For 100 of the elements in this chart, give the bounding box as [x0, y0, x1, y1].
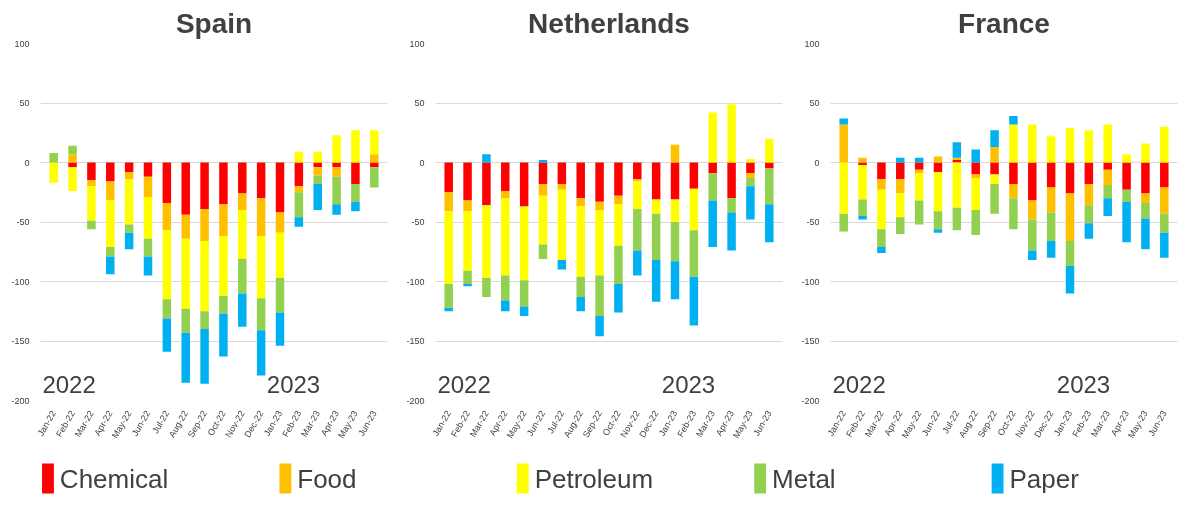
bar: [1009, 162, 1018, 184]
bar: [1103, 124, 1112, 163]
bar: [651, 260, 661, 302]
bar: [463, 211, 472, 271]
bar: [708, 173, 717, 201]
bar: [143, 176, 153, 198]
bar: [933, 211, 943, 230]
bar: [651, 199, 661, 214]
bar: [332, 167, 341, 177]
bar: [1046, 162, 1056, 188]
bar: [990, 130, 999, 148]
bar: [351, 183, 360, 202]
bar: [1160, 187, 1169, 214]
bar: [313, 151, 322, 163]
bar: [256, 330, 266, 376]
bar: [1028, 200, 1037, 220]
bar: [1046, 212, 1056, 242]
bar: [1009, 183, 1018, 199]
legend-label: Metal: [772, 463, 836, 494]
bar: [633, 179, 642, 182]
bar: [143, 256, 153, 276]
bar: [1122, 162, 1131, 190]
annotation: 2022: [437, 371, 491, 399]
bar: [595, 316, 604, 337]
bar: [633, 250, 642, 276]
bar: [896, 162, 905, 180]
bar: [1028, 124, 1037, 163]
bar: [877, 246, 886, 253]
bar: [1028, 250, 1037, 261]
bar: [914, 200, 924, 225]
bar: [332, 162, 341, 168]
bar: [200, 241, 209, 312]
y-tick-label: -50: [411, 217, 425, 227]
bar: [200, 162, 209, 209]
bar: [444, 283, 453, 308]
bar: [990, 174, 999, 184]
bar: [1065, 266, 1075, 294]
bar: [746, 162, 755, 174]
bar: [219, 162, 228, 205]
bar: [746, 186, 755, 220]
bar: [1103, 198, 1112, 217]
bar: [463, 283, 472, 287]
bar: [595, 210, 604, 276]
bar: [181, 332, 190, 383]
legend-label: Food: [297, 463, 357, 494]
chart-title: Netherlands: [528, 7, 690, 39]
bar: [181, 308, 190, 333]
bar: [124, 232, 134, 250]
legend-label: Chemical: [59, 463, 169, 494]
bar: [49, 162, 58, 183]
bar: [952, 142, 962, 158]
bar: [87, 180, 96, 187]
annotation: 2023: [661, 371, 716, 399]
bar: [501, 300, 510, 312]
y-tick-label: -200: [11, 395, 30, 406]
bar: [444, 307, 453, 312]
bar: [444, 211, 453, 284]
bar: [971, 174, 980, 178]
bar: [1141, 143, 1150, 163]
bar: [1160, 232, 1169, 258]
bar: [614, 195, 623, 205]
bar: [1028, 162, 1037, 201]
bar: [162, 318, 172, 352]
bar: [181, 214, 190, 239]
bar: [181, 162, 190, 215]
bar: [162, 162, 172, 203]
bar: [238, 293, 247, 327]
bar: [332, 204, 341, 215]
bar: [219, 204, 228, 237]
bar: [576, 296, 585, 312]
bar: [313, 183, 322, 211]
bar: [839, 162, 848, 214]
bar: [313, 175, 322, 184]
bar: [557, 260, 567, 270]
bar: [275, 232, 285, 278]
bar: [614, 283, 623, 313]
bar: [68, 167, 77, 192]
bar: [87, 162, 96, 181]
bar: [482, 277, 491, 297]
bar: [538, 183, 548, 196]
bar: [332, 176, 341, 205]
bar: [482, 154, 491, 163]
bar: [858, 199, 867, 217]
bar: [1065, 127, 1075, 163]
bar: [689, 230, 699, 277]
bar: [670, 162, 680, 200]
bar: [839, 124, 848, 163]
bar: [1046, 136, 1056, 163]
bar: [275, 277, 285, 313]
bar: [765, 168, 774, 205]
bar: [896, 217, 905, 234]
bar: [557, 162, 567, 184]
bar: [727, 162, 736, 199]
bar: [595, 162, 604, 202]
y-tick-label: 0: [24, 157, 30, 168]
bar: [670, 261, 680, 300]
y-tick-label: -200: [801, 395, 820, 406]
bar: [1160, 213, 1169, 233]
y-tick-label: 100: [409, 38, 425, 49]
chart-title: France: [958, 7, 1050, 39]
